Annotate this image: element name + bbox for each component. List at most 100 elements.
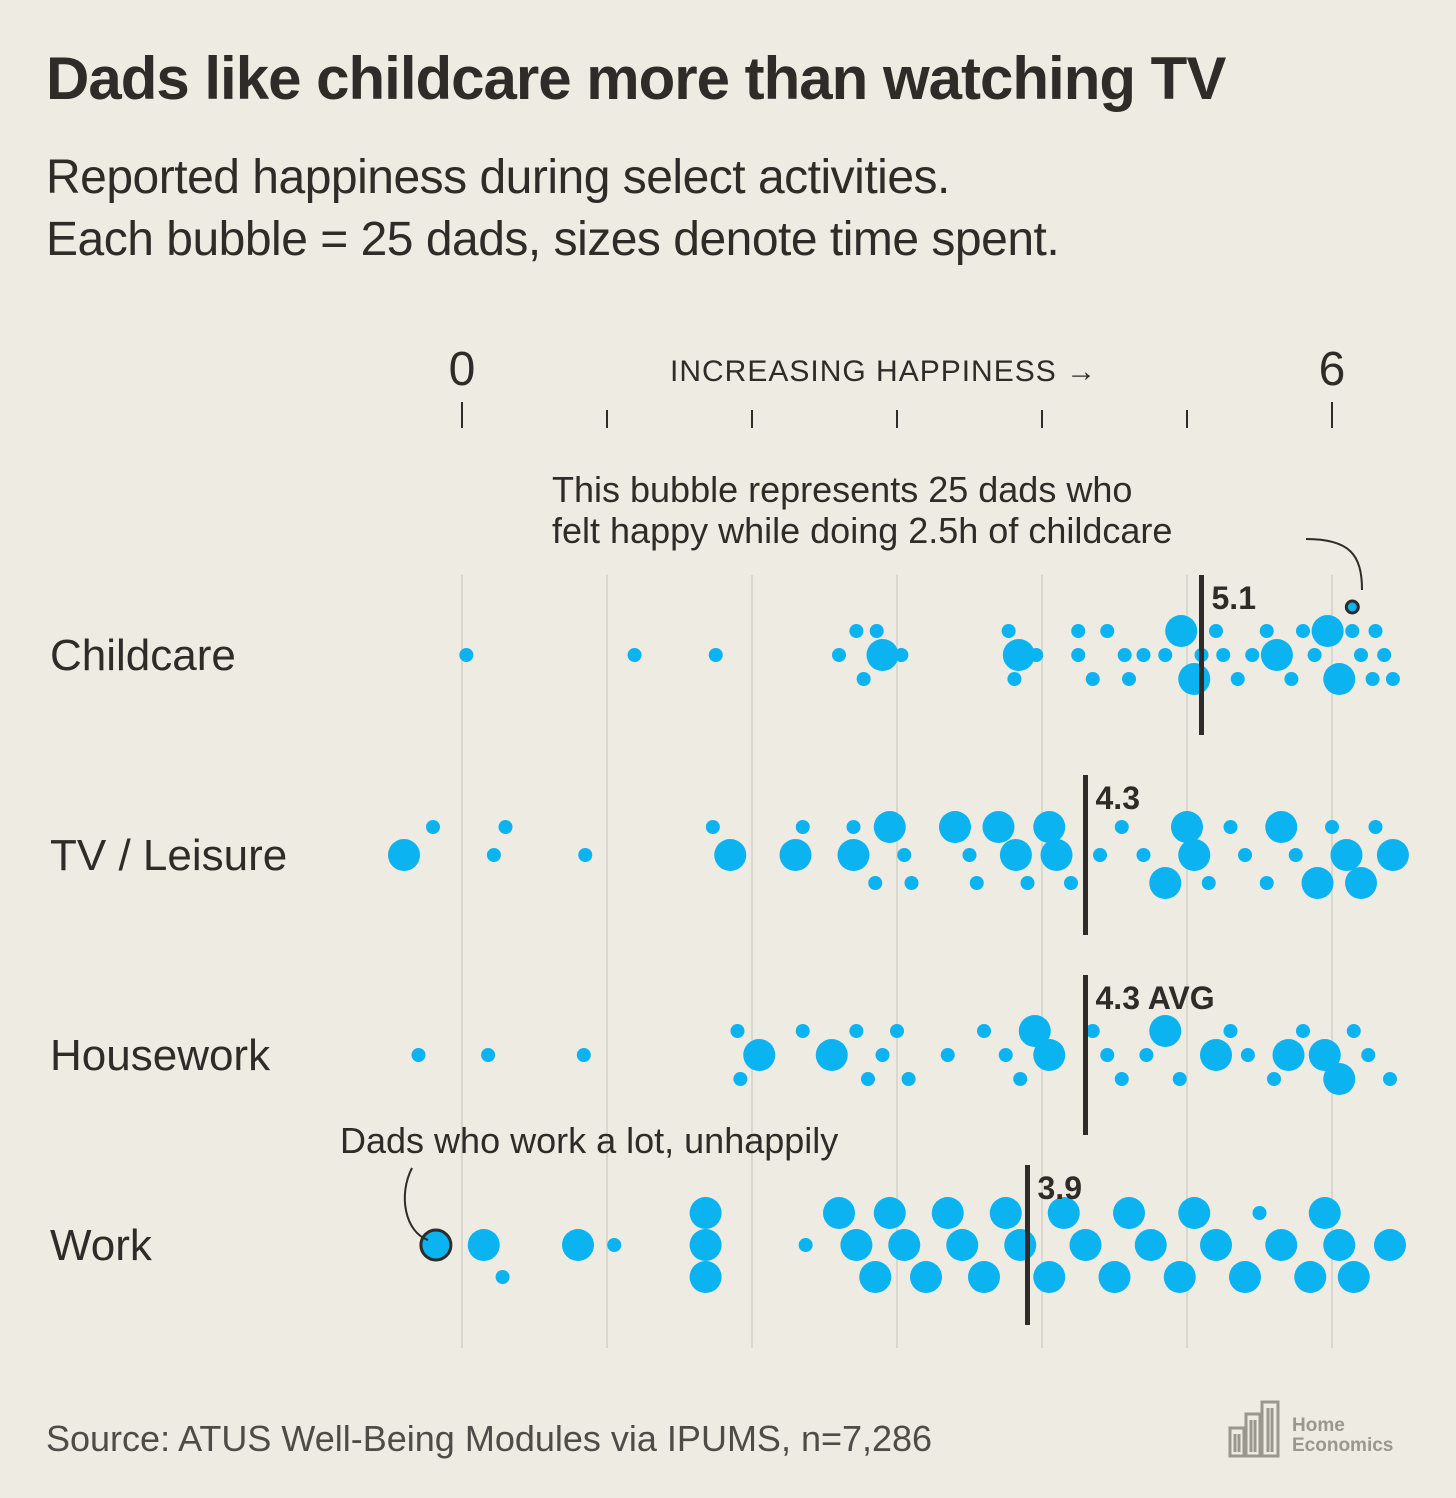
logo-text-line2: Economics: [1292, 1434, 1394, 1456]
bubble: [989, 1197, 1022, 1229]
bubble: [411, 1048, 426, 1062]
bubble: [1240, 1048, 1255, 1062]
row-label: Work: [50, 1221, 153, 1270]
bubble: [1002, 639, 1035, 671]
bubble: [1365, 672, 1380, 686]
bubble: [1200, 1039, 1232, 1071]
bubble: [1033, 811, 1066, 843]
bubble: [1267, 1072, 1281, 1086]
bubble: [1117, 648, 1132, 662]
bubble: [866, 639, 899, 671]
bubble: [1323, 663, 1356, 695]
bubble: [1178, 839, 1211, 871]
highlight-bubble: [1344, 599, 1360, 615]
bubble: [939, 811, 971, 843]
row-label: Housework: [50, 1031, 271, 1080]
bubble: [578, 848, 593, 862]
bubble: [607, 1238, 622, 1252]
annotations: This bubble represents 25 dads who felt …: [340, 469, 1363, 1241]
bubble: [1071, 648, 1086, 662]
work-annotation: Dads who work a lot, unhappily: [340, 1120, 838, 1161]
bubble: [940, 1048, 955, 1062]
bubble: [795, 820, 810, 834]
bubble: [1001, 624, 1016, 638]
building-icon: [1228, 1400, 1280, 1458]
bubble: [873, 1197, 906, 1229]
bubble: [1093, 848, 1107, 862]
bubble: [1100, 1048, 1115, 1062]
bubble: [1288, 848, 1303, 862]
logo-text-line1: Home: [1292, 1415, 1345, 1436]
bubble: [1165, 615, 1198, 647]
work-annotation-leader: [403, 1167, 429, 1241]
bubble: [1377, 648, 1392, 662]
bubble: [1345, 867, 1377, 899]
x-axis-title: INCREASING HAPPINESS →: [670, 355, 1097, 388]
bubble: [1272, 1039, 1305, 1071]
bubble: [562, 1229, 594, 1261]
bubble: [798, 1238, 813, 1252]
bubble: [1216, 648, 1231, 662]
bubble: [1230, 672, 1245, 686]
bubble: [999, 839, 1032, 871]
bubble: [708, 648, 723, 662]
bubble: [846, 820, 861, 834]
bubble: [1149, 1015, 1182, 1047]
bubble: [873, 811, 906, 843]
bubble: [815, 1039, 848, 1071]
bubble: [968, 1261, 1000, 1293]
childcare-annotation-line2: felt happy while doing 2.5h of childcare: [552, 510, 1172, 551]
bubble: [1223, 1024, 1238, 1038]
bubble: [890, 1024, 904, 1038]
bubble: [1308, 1197, 1341, 1229]
bubble: [897, 848, 912, 862]
bubble: [1064, 876, 1078, 890]
bubble: [486, 848, 501, 862]
bubble: [849, 624, 864, 638]
bubble: [1323, 1229, 1356, 1261]
bubble: [1307, 648, 1322, 662]
bubble: [426, 820, 440, 834]
bubble: [904, 876, 919, 890]
logo-text: Home Economics: [1292, 1416, 1393, 1456]
bubble: [1200, 1229, 1232, 1261]
bubble: [1296, 1024, 1310, 1038]
row-label: Childcare: [50, 631, 236, 680]
childcare-annotation-line1: This bubble represents 25 dads who: [552, 469, 1132, 510]
bubble: [823, 1197, 855, 1229]
bubble: [1325, 820, 1339, 834]
bubble: [1100, 624, 1115, 638]
bubble: [1013, 1072, 1028, 1086]
bubble: [1296, 624, 1310, 638]
bubble: [946, 1229, 979, 1261]
bubble: [1029, 648, 1044, 662]
bubble: [1301, 867, 1334, 899]
bubble: [1346, 1024, 1361, 1038]
row-label: TV / Leisure: [50, 831, 287, 880]
bubble: [1134, 1229, 1167, 1261]
bubble: [1311, 615, 1344, 647]
source-note: Source: ATUS Well-Being Modules via IPUM…: [46, 1418, 933, 1459]
row-childcare: Childcare 5.1: [50, 575, 1400, 735]
bubble: [1361, 1048, 1376, 1062]
bubble: [1238, 848, 1252, 862]
bubble: [730, 1024, 745, 1038]
bubble: [901, 1072, 916, 1086]
avg-label: 3.9: [1038, 1170, 1082, 1206]
bubble: [1007, 672, 1022, 686]
avg-label: 4.3 AVG: [1096, 980, 1215, 1016]
x-axis: INCREASING HAPPINESS → 0 6: [449, 343, 1345, 428]
bubble: [467, 1229, 500, 1261]
bubble: [1018, 1015, 1051, 1047]
bubble: [459, 648, 474, 662]
bubble: [1330, 839, 1363, 871]
bubble: [1368, 624, 1383, 638]
bubble: [388, 839, 420, 871]
bubble: [859, 1261, 892, 1293]
avg-label: 4.3: [1096, 780, 1140, 816]
bubble: [868, 876, 883, 890]
avg-label: 5.1: [1212, 580, 1256, 616]
bubble: [1337, 1261, 1370, 1293]
bubble: [1136, 848, 1151, 862]
